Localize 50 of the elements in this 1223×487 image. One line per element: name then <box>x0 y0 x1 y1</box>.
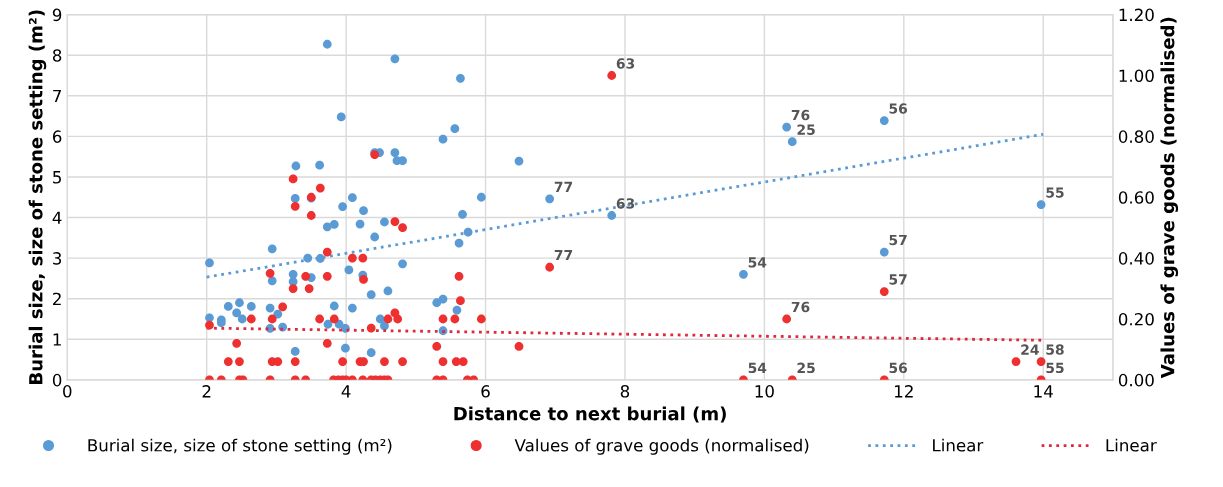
annotation: 77 <box>554 181 573 192</box>
annotation: 63 <box>616 198 635 209</box>
y-tick-label: 7 <box>53 89 61 103</box>
y-tick-label: 6 <box>52 130 62 143</box>
legend-label: Burial size, size of stone setting (m²) <box>88 438 392 455</box>
annotation: 55 <box>1046 362 1064 374</box>
annotation: 57 <box>889 234 907 246</box>
y2-tick-label: 0.80 <box>1118 130 1154 143</box>
x-tick-label: 6 <box>481 385 490 398</box>
x-tick-label: 0 <box>63 385 72 398</box>
x-tick-label: 8 <box>620 385 630 398</box>
annotation: 63 <box>616 58 635 69</box>
annotation: 25 <box>797 124 815 135</box>
x-tick-label: 12 <box>895 385 913 398</box>
y2-tick-label: 0.40 <box>1118 252 1154 265</box>
annotation: 55 <box>1046 187 1064 198</box>
annotation: 76 <box>791 301 810 313</box>
y2-axis-title: Values of grave goods (normalised) <box>1160 17 1179 379</box>
y2-tick-label: 1.20 <box>1119 8 1154 22</box>
y2-tick-label: 0.00 <box>1118 373 1154 387</box>
annotation: 58 <box>1046 344 1064 355</box>
annotation: 76 <box>791 109 810 121</box>
y-tick-label: 3 <box>53 252 62 265</box>
x-tick-label: 10 <box>755 385 774 398</box>
annotation: 56 <box>889 362 908 374</box>
legend-label: Linear <box>1106 438 1157 452</box>
annotation: 54 <box>748 257 767 268</box>
legend-label: Linear <box>933 438 984 452</box>
y-tick-label: 0 <box>52 373 62 387</box>
y-tick-label: 2 <box>53 292 61 306</box>
x-axis-title: Distance to next burial (m) <box>454 406 726 423</box>
x-tick-label: 14 <box>1034 385 1053 398</box>
annotation: 57 <box>889 274 907 285</box>
y-tick-label: 9 <box>52 8 62 22</box>
x-tick-label: 2 <box>202 385 211 398</box>
x-tick-label: 4 <box>341 385 351 398</box>
annotation: 54 <box>748 362 767 374</box>
y-tick-label: 1 <box>53 333 61 346</box>
annotation: 25 <box>797 362 815 374</box>
y2-tick-label: 0.20 <box>1118 312 1154 326</box>
annotation: 24 <box>1021 344 1039 355</box>
y-tick-label: 8 <box>52 49 62 62</box>
annotation: 56 <box>889 103 908 114</box>
y-axis-title: Burial size, size of stone setting (m²) <box>28 10 47 384</box>
y2-tick-label: 1.00 <box>1119 69 1154 83</box>
y2-tick-label: 0.60 <box>1118 191 1154 204</box>
y-tick-label: 5 <box>53 171 61 184</box>
y-tick-label: 4 <box>52 211 62 224</box>
legend-label: Values of grave goods (normalised) <box>514 438 809 455</box>
annotation: 77 <box>554 249 573 261</box>
